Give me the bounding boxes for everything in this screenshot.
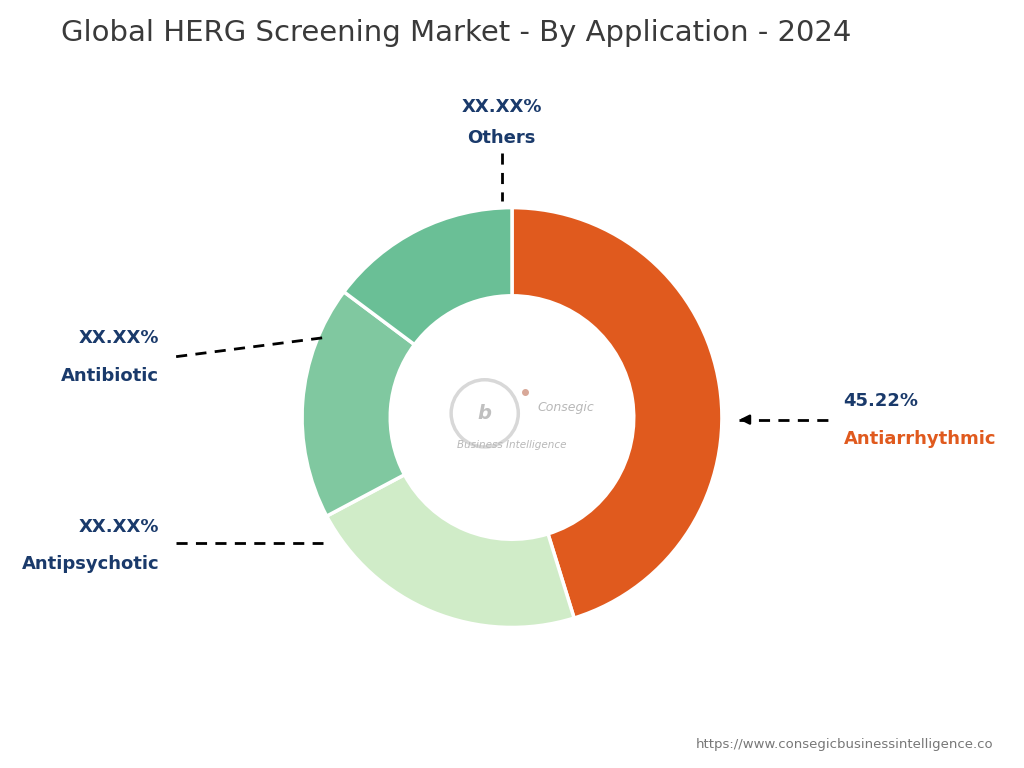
Circle shape <box>394 300 630 535</box>
Text: Global HERG Screening Market - By Application - 2024: Global HERG Screening Market - By Applic… <box>61 19 852 47</box>
Text: Antibiotic: Antibiotic <box>61 366 160 385</box>
Text: XX.XX%: XX.XX% <box>79 518 160 536</box>
Text: Consegic: Consegic <box>538 401 594 413</box>
Text: https://www.consegicbusinessintelligence.co: https://www.consegicbusinessintelligence… <box>695 738 993 751</box>
Text: Antipsychotic: Antipsychotic <box>22 555 160 574</box>
Text: Others: Others <box>467 129 536 147</box>
Text: 45.22%: 45.22% <box>844 392 919 410</box>
Text: Business Intelligence: Business Intelligence <box>458 440 566 450</box>
Wedge shape <box>327 475 574 627</box>
Wedge shape <box>302 292 415 516</box>
Text: Antiarrhythmic: Antiarrhythmic <box>844 429 996 448</box>
Wedge shape <box>512 207 722 618</box>
Text: XX.XX%: XX.XX% <box>461 98 542 116</box>
Text: b: b <box>478 404 492 423</box>
Wedge shape <box>344 207 512 345</box>
Text: XX.XX%: XX.XX% <box>79 329 160 347</box>
